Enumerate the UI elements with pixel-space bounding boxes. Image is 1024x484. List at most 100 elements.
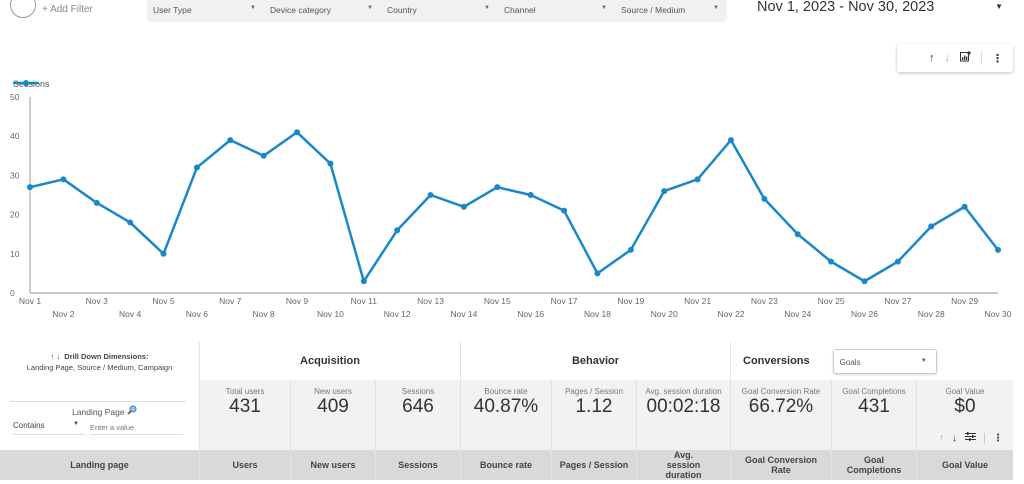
y-tick-label: 30 [10,170,20,180]
data-point[interactable] [494,184,501,191]
filter-label: Source / Medium [621,5,686,15]
filter-label: Device category [270,5,331,15]
x-tick-label: Nov 29 [951,296,978,306]
column-settings-icon[interactable] [965,432,976,444]
filter-source-medium[interactable]: Source / Medium ▼ [615,0,727,22]
data-point[interactable] [627,246,634,253]
landing-page-filter-input[interactable] [90,421,183,435]
x-tick-label: Nov 19 [617,296,644,306]
x-tick-label: Nov 3 [86,296,108,306]
x-tick-label: Nov 18 [584,309,611,319]
more-options-icon[interactable]: ⋮ [993,432,1003,444]
x-tick-label: Nov 10 [317,309,344,319]
data-point[interactable] [127,219,134,226]
caret-down-icon: ▼ [713,5,719,11]
data-point[interactable] [894,258,901,265]
add-filter-label: + Add Filter [42,3,93,15]
x-tick-label: Nov 1 [19,296,41,306]
data-point[interactable] [227,137,234,144]
metric-value: 431 [229,396,261,417]
landing-page-table: ↑ ↓ Drill Down Dimensions: Landing Page,… [0,342,1013,484]
data-point[interactable] [861,278,868,285]
x-tick-label: Nov 8 [253,309,275,319]
column-header-goal-value[interactable]: Goal Value [916,450,1013,480]
column-header-goal-conversion-rate[interactable]: Goal Conversion Rate [730,450,831,480]
sort-descending-icon[interactable]: ↓ [952,432,957,444]
sort-descending-icon[interactable]: ↓ [944,52,951,64]
drill-arrows-icon[interactable]: ↑ ↓ [50,352,61,361]
drill-down-panel: ↑ ↓ Drill Down Dimensions: Landing Page,… [0,342,199,450]
data-point[interactable] [594,270,601,277]
data-point[interactable] [160,250,167,257]
caret-down-icon: ▼ [995,2,1003,11]
data-point[interactable] [527,192,534,198]
add-filter-circle-icon [10,0,36,18]
data-point[interactable] [394,227,401,234]
search-icon[interactable] [127,405,137,417]
column-header-sessions[interactable]: Sessions [375,450,460,480]
filter-channel[interactable]: Channel ▼ [498,0,615,22]
column-header-goal-completions[interactable]: Goal Completions [831,450,916,480]
x-tick-label: Nov 16 [517,309,544,319]
data-point[interactable] [561,207,568,214]
data-point[interactable] [460,203,467,210]
metric-value: 00:02:18 [646,396,721,417]
column-header-new-users[interactable]: New users [290,450,375,480]
column-header-pages-per-session[interactable]: Pages / Session [551,450,636,480]
data-point[interactable] [761,195,768,202]
metric-label: New users [314,387,352,396]
metric-value: $0 [954,396,976,417]
filter-user-type[interactable]: User Type ▼ [147,0,264,22]
data-point[interactable] [694,176,701,183]
goals-select[interactable]: Goals ▼ [832,348,937,374]
filter-device-category[interactable]: Device category ▼ [264,0,381,22]
metric-goal-completions: Goal Completions 431 [831,380,916,450]
drill-down-dimensions[interactable]: ↑ ↓ Drill Down Dimensions: Landing Page,… [0,351,199,373]
data-point[interactable] [327,160,334,167]
sessions-line-chart: 0 10 20 30 40 50 Nov 1 Nov 2 Nov 3 Nov 4 Nov 5 Nov … [0,75,1024,325]
toolbar-separator [984,432,985,444]
data-point[interactable] [60,176,67,183]
data-point[interactable] [928,223,935,230]
data-point[interactable] [661,188,668,195]
filter-country[interactable]: Country ▼ [381,0,498,22]
column-header-users[interactable]: Users [199,450,290,480]
more-options-icon[interactable]: ⋮ [992,52,1003,65]
group-conversions: Conversions Goals ▼ [730,342,1013,380]
metric-label: Goal Value [945,387,985,396]
data-point[interactable] [961,203,968,210]
sort-ascending-icon[interactable]: ↑ [929,52,935,64]
explore-chart-icon[interactable] [960,51,971,65]
filter-bar: + Add Filter User Type ▼ Device category… [0,0,1024,30]
data-point[interactable] [727,137,734,144]
filter-operator-select[interactable]: Contains ▼ [13,421,85,435]
data-point[interactable] [794,231,801,238]
sort-ascending-icon[interactable]: ↑ [939,432,944,444]
column-header-bounce-rate[interactable]: Bounce rate [460,450,551,480]
data-point[interactable] [260,152,267,159]
x-tick-label: Nov 21 [684,296,711,306]
data-point[interactable] [294,129,301,136]
column-header-landing-page[interactable]: Landing page [0,450,199,480]
data-point[interactable] [193,164,200,171]
data-point[interactable] [828,258,835,265]
column-header-avg-session-duration[interactable]: Avg. session duration [636,450,730,480]
data-point[interactable] [995,246,1001,253]
x-tick-label: Nov 11 [351,296,378,306]
x-tick-label: Nov 6 [186,309,208,319]
caret-down-icon: ▼ [367,5,373,11]
data-point[interactable] [93,199,100,206]
caret-down-icon: ▼ [250,5,256,11]
y-tick-label: 20 [10,210,20,220]
chart-legend[interactable]: Sessions [13,79,50,89]
data-point[interactable] [427,192,434,198]
landing-page-filter-label: Landing Page [0,405,199,417]
data-point[interactable] [360,278,367,285]
metric-bounce-rate: Bounce rate 40.87% [460,380,551,450]
metric-label: Total users [225,387,265,396]
table-toolbar: ↑ ↓ ⋮ [917,432,1013,444]
add-filter-button[interactable]: + Add Filter [10,0,93,18]
data-point[interactable] [27,184,33,191]
date-range-picker[interactable]: Nov 1, 2023 - Nov 30, 2023 ▼ [757,0,1017,18]
metric-new-users: New users 409 [290,380,375,450]
